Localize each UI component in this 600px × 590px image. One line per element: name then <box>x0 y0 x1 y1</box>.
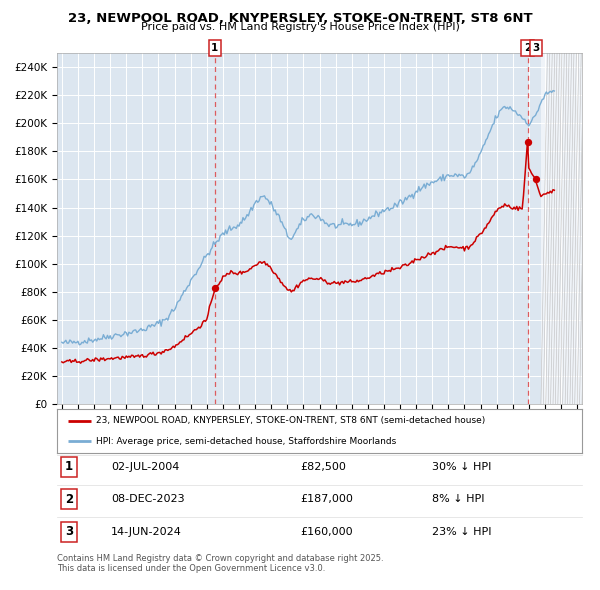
Text: 1: 1 <box>211 43 218 53</box>
Text: 02-JUL-2004: 02-JUL-2004 <box>111 462 179 471</box>
Text: Contains HM Land Registry data © Crown copyright and database right 2025.
This d: Contains HM Land Registry data © Crown c… <box>57 554 383 573</box>
Point <box>210 284 220 293</box>
Text: 1: 1 <box>65 460 73 473</box>
Text: 30% ↓ HPI: 30% ↓ HPI <box>432 462 491 471</box>
Text: £187,000: £187,000 <box>300 494 353 504</box>
Text: 08-DEC-2023: 08-DEC-2023 <box>111 494 185 504</box>
Text: HPI: Average price, semi-detached house, Staffordshire Moorlands: HPI: Average price, semi-detached house,… <box>97 437 397 445</box>
Text: 23% ↓ HPI: 23% ↓ HPI <box>432 527 491 536</box>
Point <box>532 175 541 184</box>
Text: 23, NEWPOOL ROAD, KNYPERSLEY, STOKE-ON-TRENT, ST8 6NT (semi-detached house): 23, NEWPOOL ROAD, KNYPERSLEY, STOKE-ON-T… <box>97 417 485 425</box>
Point <box>523 137 532 146</box>
Text: 23, NEWPOOL ROAD, KNYPERSLEY, STOKE-ON-TRENT, ST8 6NT: 23, NEWPOOL ROAD, KNYPERSLEY, STOKE-ON-T… <box>68 12 532 25</box>
Text: 3: 3 <box>65 525 73 538</box>
Text: 8% ↓ HPI: 8% ↓ HPI <box>432 494 485 504</box>
Text: 2: 2 <box>524 43 531 53</box>
Text: 2: 2 <box>65 493 73 506</box>
Text: Price paid vs. HM Land Registry's House Price Index (HPI): Price paid vs. HM Land Registry's House … <box>140 22 460 32</box>
Text: 14-JUN-2024: 14-JUN-2024 <box>111 527 182 536</box>
Text: 3: 3 <box>532 43 540 53</box>
Text: £82,500: £82,500 <box>300 462 346 471</box>
Text: £160,000: £160,000 <box>300 527 353 536</box>
